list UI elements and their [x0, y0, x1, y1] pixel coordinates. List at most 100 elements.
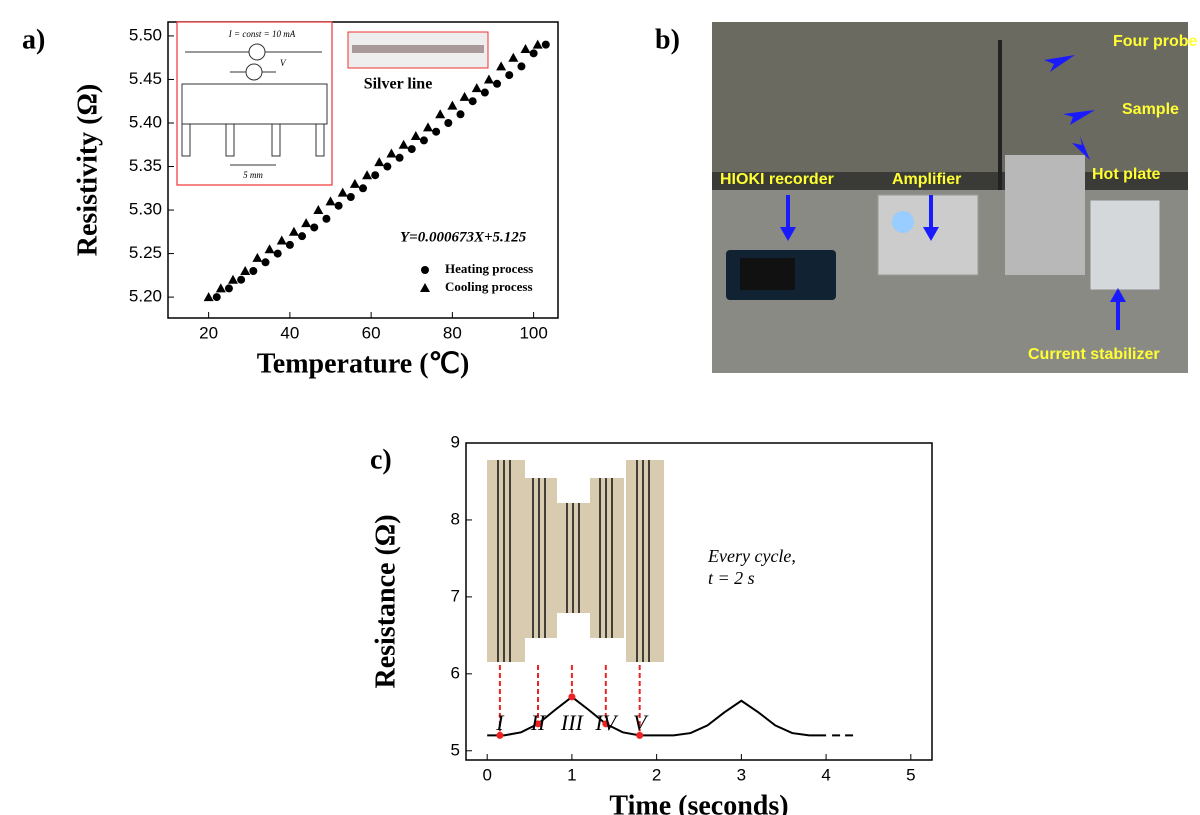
y-tick-label: 7 [451, 586, 460, 605]
point [480, 88, 489, 97]
x-tick-label: 100 [519, 323, 547, 342]
y-tick-label: 5.25 [129, 243, 162, 262]
point [371, 171, 380, 180]
point [310, 223, 319, 232]
photo-label: HIOKI recorder [720, 171, 834, 188]
panel-label: c) [370, 444, 392, 475]
point [252, 252, 263, 262]
point [264, 244, 275, 254]
x-axis-label: Temperature (℃) [257, 348, 470, 379]
point [444, 118, 453, 127]
point [532, 39, 543, 49]
point [468, 97, 477, 106]
x-axis-label: Time (seconds) [609, 790, 788, 815]
legend-label: Cooling process [445, 279, 533, 294]
point [240, 265, 251, 275]
point [419, 136, 428, 145]
y-tick-label: 5.35 [129, 156, 162, 175]
point [520, 43, 531, 53]
inset-label: 5 mm [243, 170, 263, 180]
point [505, 71, 514, 80]
stage-marker [602, 720, 610, 728]
x-tick-label: 20 [199, 323, 218, 342]
inset-label: V [280, 58, 287, 68]
point [471, 83, 482, 93]
annotation: Every cycle, [707, 546, 796, 566]
point [359, 184, 367, 193]
annotation: t = 2 s [708, 568, 755, 588]
x-tick-label: 80 [443, 323, 462, 342]
stage-marker [636, 731, 644, 739]
point [203, 292, 214, 302]
y-tick-label: 5.50 [129, 25, 162, 44]
point [541, 40, 550, 49]
point [334, 201, 343, 210]
y-axis-label: Resistance (Ω) [370, 514, 401, 688]
y-tick-label: 5.40 [129, 112, 162, 131]
photo-label: Sample [1122, 101, 1179, 118]
legend-label: Heating process [445, 261, 533, 276]
point [346, 192, 355, 201]
photo-label: Hot plate [1092, 166, 1161, 183]
point [508, 52, 519, 62]
point [483, 74, 494, 84]
point [228, 274, 238, 284]
point [493, 79, 502, 88]
point [285, 240, 294, 249]
line [487, 695, 827, 737]
plot-frame [167, 21, 559, 319]
photo-label: Current stabilizer [1028, 346, 1160, 363]
point [362, 170, 373, 180]
point [237, 275, 246, 284]
point [386, 148, 397, 158]
point [383, 162, 392, 171]
point [459, 91, 470, 101]
stage-marker [496, 731, 504, 739]
stage-marker [534, 720, 542, 728]
point [337, 187, 348, 197]
x-tick-label: 60 [362, 323, 381, 342]
y-tick-label: 5.20 [129, 287, 162, 306]
point [432, 127, 441, 136]
photo-label: Four probe [1113, 33, 1198, 50]
point [322, 214, 331, 223]
point [407, 145, 416, 154]
point [374, 157, 385, 167]
point [215, 283, 226, 293]
x-tick-label: 5 [906, 765, 915, 784]
y-tick-label: 5 [451, 740, 460, 759]
stage-label: V [633, 710, 649, 735]
inset-photos [487, 460, 664, 662]
equation: Y=0.000673X+5.125 [400, 229, 527, 245]
y-tick-label: 6 [451, 663, 460, 682]
point [313, 205, 324, 215]
y-tick-label: 5.45 [129, 69, 162, 88]
point [288, 226, 299, 236]
x-tick-label: 4 [821, 765, 830, 784]
point [301, 218, 312, 228]
y-tick-label: 9 [451, 432, 460, 451]
point [410, 131, 421, 141]
photo [712, 22, 1188, 373]
stage-marker [568, 693, 576, 701]
point [496, 61, 507, 71]
point [349, 178, 360, 188]
point [298, 232, 307, 241]
point [517, 62, 526, 71]
stage-label: II [530, 710, 547, 735]
arrows [780, 55, 1126, 330]
x-tick-label: 1 [567, 765, 576, 784]
y-tick-label: 8 [451, 509, 460, 528]
point [212, 293, 221, 302]
x-tick-label: 2 [652, 765, 661, 784]
stage-label: III [560, 710, 585, 735]
point [261, 258, 270, 267]
point [395, 153, 404, 162]
point [447, 100, 458, 110]
point [435, 109, 446, 119]
point [325, 196, 336, 206]
point [398, 139, 409, 149]
point [273, 249, 282, 258]
legend-marker [420, 283, 430, 292]
